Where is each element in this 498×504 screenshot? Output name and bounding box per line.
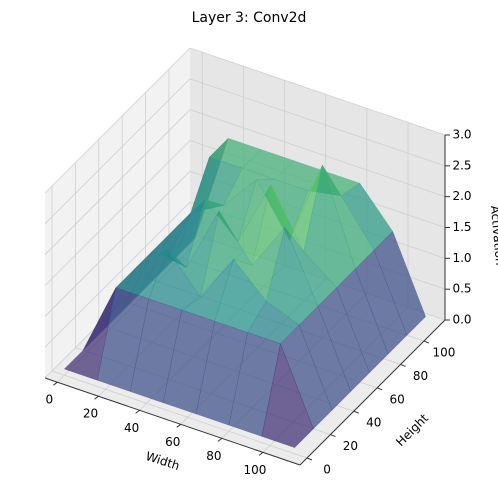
grid-line [44, 109, 191, 255]
x-tick-label: 0 [46, 393, 54, 407]
y-axis [299, 319, 446, 466]
tick-mark [400, 363, 406, 367]
surface-patch [261, 342, 314, 448]
grid-line [51, 370, 308, 459]
tick-mark [353, 410, 359, 414]
y-tick-label: 40 [366, 416, 381, 430]
grid-line [189, 109, 446, 198]
z-tick-label: 2.0 [452, 189, 471, 203]
x-tick-label: 40 [124, 421, 139, 435]
grid-line [44, 140, 191, 286]
tick-mark [423, 340, 430, 344]
z-tick-label: 3.0 [452, 128, 471, 142]
tick-mark [176, 423, 182, 428]
z-tick-label: 1.5 [452, 220, 471, 234]
x-axis [44, 377, 301, 466]
tick-mark [135, 409, 140, 414]
grid-line [189, 47, 446, 136]
y-axis-label: Height [393, 411, 431, 449]
x-tick-label: 100 [244, 463, 267, 477]
grid-line [44, 47, 191, 194]
x-tick-label: 80 [206, 449, 221, 463]
grid-line [44, 78, 191, 225]
x-tick-label: 20 [83, 407, 98, 421]
tick-mark [376, 387, 383, 391]
chart-title: Layer 3: Conv2d [192, 10, 307, 26]
y-tick-label: 100 [432, 346, 455, 360]
z-tick-label: 2.5 [452, 158, 471, 172]
tick-mark [53, 381, 58, 386]
grid-line [44, 201, 191, 348]
y-tick-label: 60 [390, 392, 405, 406]
tick-mark [330, 434, 336, 438]
tick-mark [258, 451, 264, 456]
y-tick-label: 20 [343, 439, 358, 453]
z-tick-label: 1.0 [452, 251, 471, 265]
z-axis-label: Activation [488, 205, 498, 266]
tick-mark [217, 437, 223, 442]
y-tick-label: 80 [413, 369, 428, 383]
grid-line [44, 171, 191, 317]
z-tick-label: 0.0 [452, 313, 471, 327]
tick-mark [94, 395, 99, 400]
grid-line [189, 78, 446, 167]
x-axis-label: Width [144, 449, 181, 473]
tick-mark [306, 457, 313, 461]
x-tick-label: 60 [165, 435, 180, 449]
y-tick-label: 0 [323, 462, 331, 476]
z-tick-label: 0.5 [452, 282, 471, 296]
